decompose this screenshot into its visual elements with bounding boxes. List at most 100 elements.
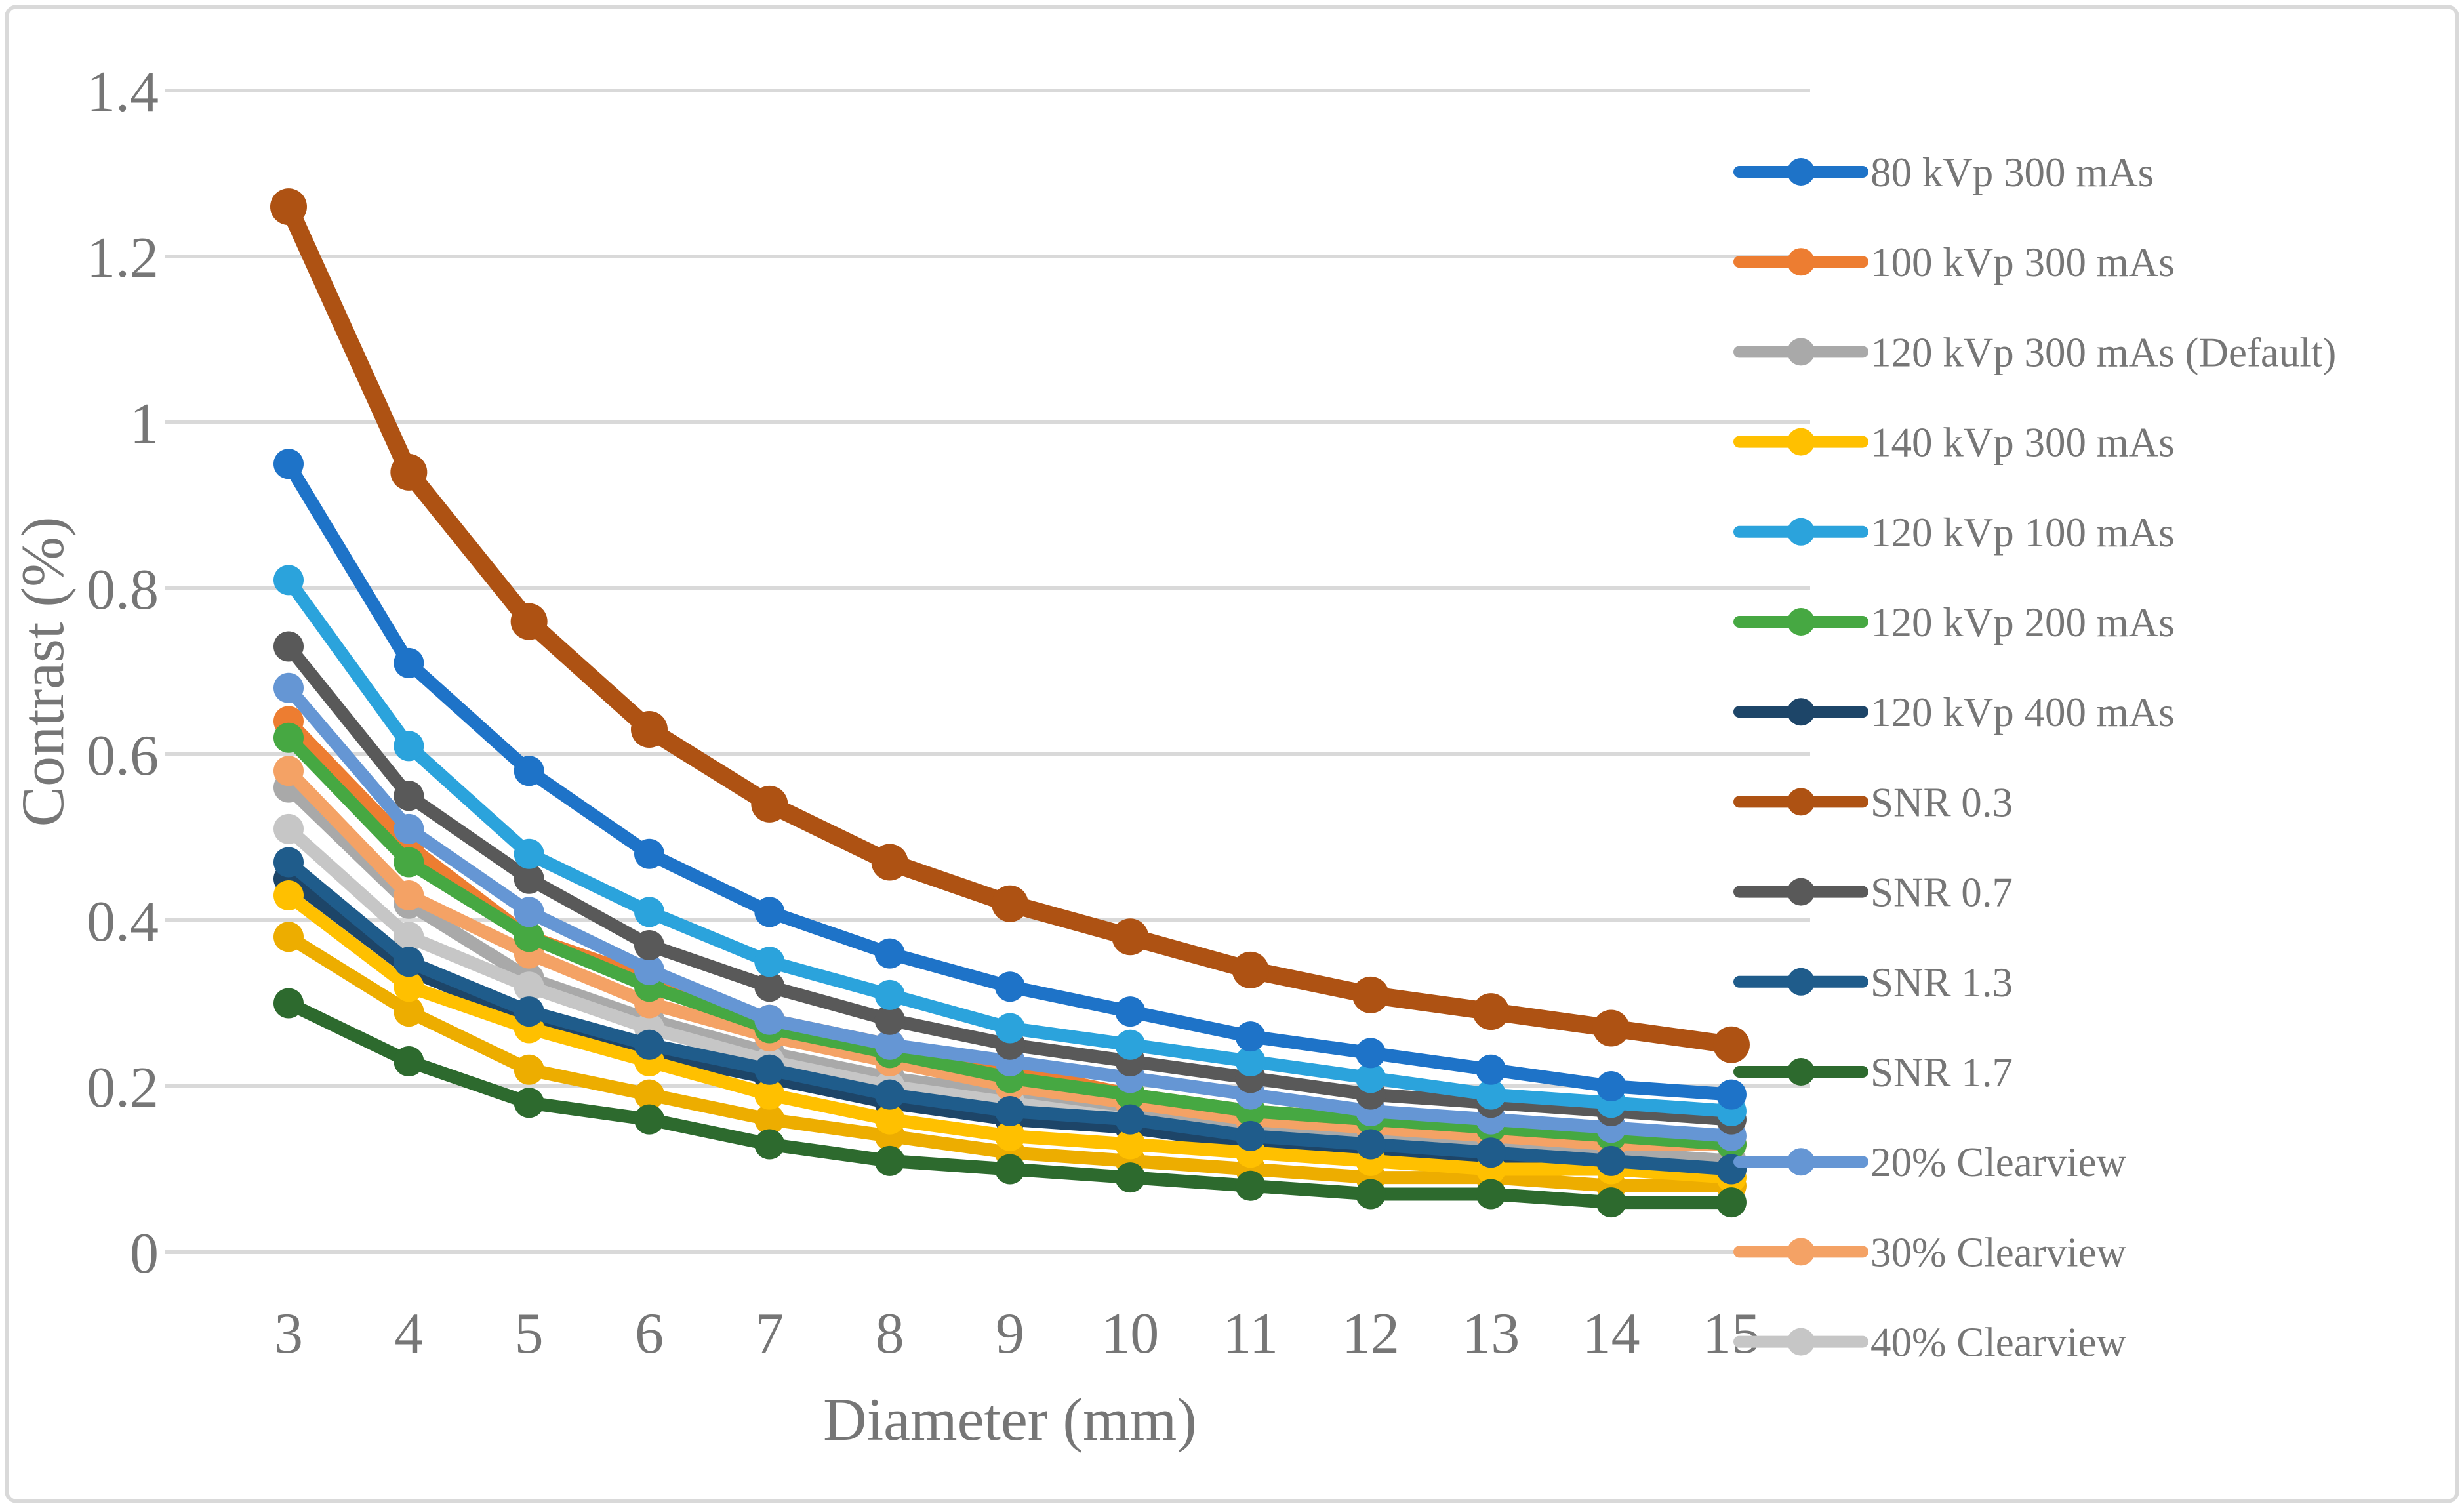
data-point-marker [1712,1026,1750,1063]
data-point-marker [1112,918,1149,956]
data-point-marker [874,938,905,969]
data-point-marker [394,922,424,952]
data-point-marker [514,996,544,1027]
data-point-marker [394,847,424,878]
data-point-marker [634,1029,664,1060]
legend-label: 120 kVp 300 mAs (Default) [1870,329,2336,375]
data-point-marker [1355,1063,1386,1093]
x-tick-label: 4 [394,1302,423,1366]
data-point-marker [1596,1145,1626,1176]
data-point-marker [1115,1162,1146,1193]
legend-item-snr-0-3: SNR 0.3 [1733,779,2013,825]
data-point-marker [634,929,664,960]
data-point-marker [994,1120,1025,1151]
data-point-marker [994,1013,1025,1044]
legend-item-snr-1-7: SNR 1.7 [1733,1049,2013,1095]
data-point-marker [1115,1029,1146,1060]
data-point-marker [514,1088,544,1118]
legend-key-marker [1787,878,1815,906]
data-point-marker [1592,1009,1630,1047]
legend-key-marker [1787,1238,1815,1266]
legend-key-marker [1787,158,1815,186]
data-point-marker [273,847,304,878]
legend-key-marker [1787,1328,1815,1356]
legend-key-marker [1787,788,1815,816]
data-point-marker [394,647,424,678]
legend-key-marker [1787,698,1815,726]
data-point-marker [1115,1104,1146,1135]
legend: 80 kVp 300 mAs 100 kVp 300 mAs 120 kVp 300… [1733,150,2336,1366]
data-point-marker [510,603,548,640]
legend-label: SNR 1.3 [1870,960,2013,1006]
data-point-marker [1235,1046,1266,1077]
legend-key-marker [1787,248,1815,276]
data-point-marker [754,1129,785,1160]
series-snr-0-3 [270,188,1750,1063]
data-point-marker [273,988,304,1019]
data-point-marker [874,1145,905,1176]
data-point-marker [754,1054,785,1085]
x-tick-label: 12 [1342,1302,1400,1366]
legend-label: 40% Clearview [1870,1320,2127,1366]
legend-label: 120 kVp 400 mAs [1870,689,2175,735]
series-20-clearview [273,672,1747,1151]
axis-tick-labels: 0 0.2 0.4 0.6 0.8 1 1.2 1.4 3 4 5 6 7 8 9 10 11 12 13 14 15 [87,60,1760,1366]
data-point-marker [273,880,304,911]
data-point-marker [754,1004,785,1035]
data-point-marker [994,1095,1025,1126]
data-point-marker [994,1154,1025,1185]
data-point-marker [514,922,544,952]
legend-key-marker [1787,518,1815,546]
legend-key-marker [1787,1058,1815,1086]
data-point-marker [874,1104,905,1135]
x-tick-label: 6 [635,1302,664,1366]
x-tick-label: 13 [1462,1302,1520,1366]
data-point-marker [394,731,424,762]
data-point-marker [634,1104,664,1135]
series-snr-1-7 [273,988,1747,1218]
series-snr-1-3 [273,847,1747,1185]
data-point-marker [394,781,424,811]
legend-item-snr-1-3: SNR 1.3 [1733,960,2013,1006]
data-point-marker [874,1079,905,1110]
data-point-marker [754,947,785,977]
data-point-marker [394,947,424,977]
legend-label: 100 kVp 300 mAs [1870,239,2175,285]
data-point-marker [273,672,304,703]
data-point-marker [994,971,1025,1002]
data-point-marker [634,838,664,869]
data-point-marker [634,954,664,985]
data-point-marker [874,1029,905,1060]
data-point-marker [634,1079,664,1110]
y-tick-label: 0.8 [87,558,159,622]
data-point-marker [394,971,424,1002]
data-point-marker [1596,1071,1626,1101]
x-tick-label: 8 [876,1302,904,1366]
y-tick-label: 0.6 [87,724,159,788]
legend-label: 20% Clearview [1870,1139,2127,1185]
data-point-marker [273,631,304,662]
data-series [270,188,1750,1218]
data-point-marker [394,813,424,844]
x-axis-title: Diameter (mm) [823,1386,1197,1453]
legend-label: SNR 0.3 [1870,779,2013,825]
data-point-marker [394,996,424,1027]
data-point-marker [514,897,544,927]
data-point-marker [1476,1137,1506,1168]
data-point-marker [630,711,668,748]
x-tick-label: 7 [755,1302,784,1366]
data-point-marker [874,979,905,1010]
data-point-marker [1355,1129,1386,1160]
y-tick-label: 1.2 [87,226,159,290]
legend-label: SNR 1.7 [1870,1049,2013,1095]
data-point-marker [1355,1038,1386,1069]
y-tick-label: 0.2 [87,1056,159,1120]
x-tick-label: 15 [1703,1302,1760,1366]
data-point-marker [1476,1179,1506,1210]
legend-label: 80 kVp 300 mAs [1870,150,2154,195]
y-axis-title: Contrast (%) [9,517,76,827]
y-tick-label: 1 [130,392,159,456]
data-point-marker [751,785,788,823]
x-tick-label: 14 [1583,1302,1640,1366]
